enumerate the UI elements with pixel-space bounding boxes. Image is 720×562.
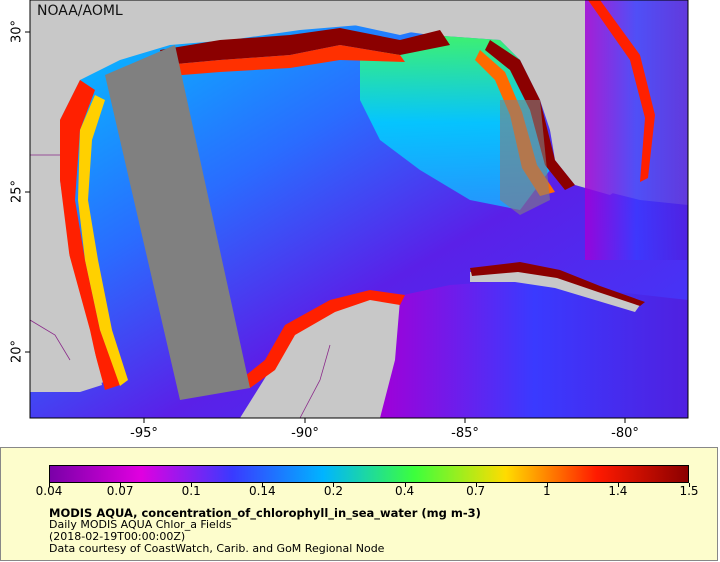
colorbar	[49, 465, 689, 483]
border-line-2	[299, 344, 331, 419]
lat-label-25: 25°	[9, 179, 25, 204]
north-coast-band	[160, 28, 450, 65]
lat-label-30: 30°	[9, 19, 25, 44]
dataset-caption: Daily MODIS AQUA Chlor_a Fields	[49, 518, 232, 531]
lat-label-20: 20°	[9, 339, 25, 364]
variable-caption: MODIS AQUA, concentration_of_chlorophyll…	[49, 506, 481, 520]
colorbar-tick-label: 0.14	[248, 484, 276, 498]
florida-east-coast-band	[588, 0, 655, 182]
colorbar-tick-mark	[333, 483, 335, 487]
cuba-coast-band	[470, 262, 645, 306]
colorbar-tick-label: 0.4	[395, 484, 415, 498]
colorbar-tick-mark	[475, 483, 477, 487]
colorbar-tick-label: 1.5	[679, 484, 699, 498]
map-area[interactable]: NOAA/AOML 30° 25° 20° -95° -90° -85° -80…	[0, 0, 720, 441]
colorbar-tick-mark	[546, 483, 548, 487]
no-data-patch	[500, 100, 550, 215]
map-frame	[29, 0, 689, 419]
colorbar-tick-label: 0.7	[466, 484, 486, 498]
lat-ticks	[25, 31, 30, 353]
mexico-land	[30, 115, 102, 392]
cuba	[470, 268, 640, 312]
chlorophyll-map[interactable]	[0, 0, 720, 440]
time-caption: (2018-02-19T00:00:00Z)	[49, 530, 186, 543]
colorbar-tick-mark	[617, 483, 619, 487]
colorbar-tick-mark	[120, 483, 122, 487]
no-data-swath	[105, 45, 250, 400]
lon-ticks	[143, 418, 626, 423]
west-coast-band-2	[78, 95, 128, 386]
colorbar-tick-mark	[191, 483, 193, 487]
colorbar-tick-label: 1.4	[608, 484, 628, 498]
lon-label-85: -85°	[451, 426, 479, 441]
colorbar-tick-mark	[404, 483, 406, 487]
colorbar-tick-label: 0.2	[323, 484, 343, 498]
border-line-3	[29, 319, 71, 361]
colorbar-tick-label: 0.1	[181, 484, 201, 498]
colorbar-tick-mark	[49, 483, 50, 487]
colorbar-tick-label: 0.07	[106, 484, 134, 498]
colorbar-tick-mark	[262, 483, 264, 487]
west-coast-band	[60, 80, 120, 390]
lon-label-80: -80°	[611, 426, 639, 441]
legend-panel: 0.04 0.07 0.1 0.14 0.2 0.4 0.7 1 1.4 1.5 MODIS AQ…	[0, 447, 718, 561]
colorbar-tick-label: 0.04	[35, 484, 63, 498]
north-coast-band-2	[165, 45, 405, 76]
us-gulf-coast-land	[30, 0, 520, 130]
colorbar-tick-label: 1	[542, 484, 551, 498]
yucatan-coast-band	[240, 290, 405, 388]
credit-label: NOAA/AOML	[37, 3, 123, 19]
florida-coast-band	[485, 40, 575, 190]
colorbar-tick-mark	[689, 483, 690, 487]
yucatan-peninsula	[240, 295, 400, 418]
lon-label-95: -95°	[130, 426, 158, 441]
courtesy-caption: Data courtesy of CoastWatch, Carib. and …	[49, 542, 385, 555]
caribbean-water	[380, 280, 688, 418]
lon-label-90: -90°	[291, 426, 319, 441]
atlantic-strip	[585, 0, 688, 260]
